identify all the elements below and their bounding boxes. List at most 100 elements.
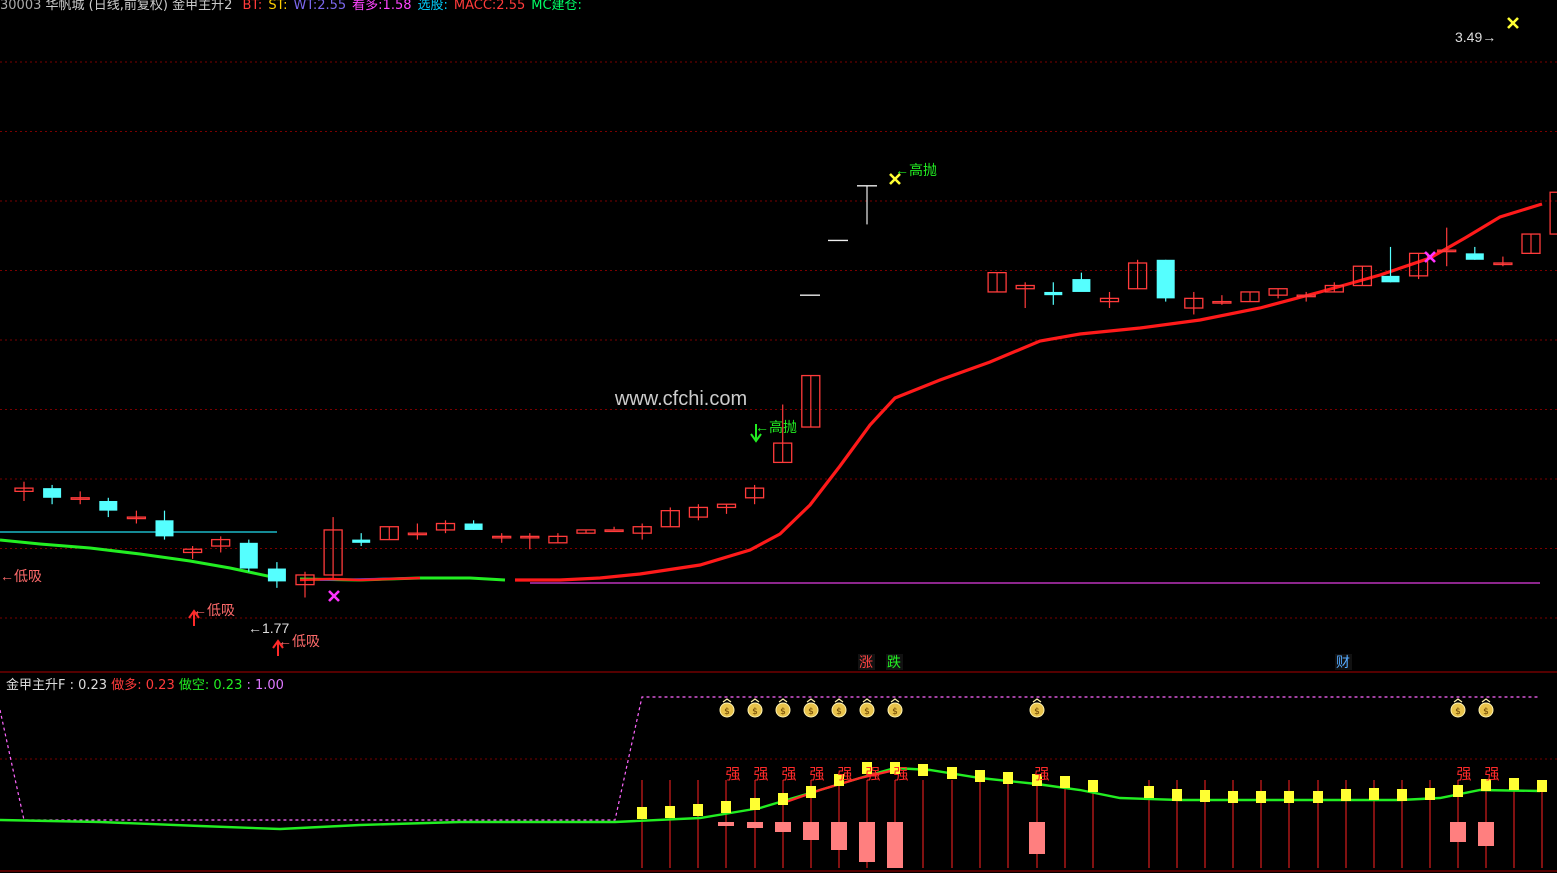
yellow-bar bbox=[806, 786, 816, 798]
candle-body-down bbox=[239, 542, 258, 569]
money-bag-glyph: $ bbox=[752, 707, 758, 717]
candle-body-up bbox=[660, 509, 680, 528]
long-value: 0.23 bbox=[145, 678, 175, 693]
pink-bar bbox=[887, 822, 903, 868]
yellow-bar bbox=[665, 806, 675, 818]
yellow-bar bbox=[862, 762, 872, 774]
yellow-bar bbox=[1144, 786, 1154, 798]
candle-body-up bbox=[492, 535, 512, 539]
money-bag-icon-tie bbox=[1481, 698, 1491, 703]
candle-body-up bbox=[211, 538, 231, 547]
strong-label: 强 bbox=[753, 765, 768, 783]
money-bag-icon-tie bbox=[862, 698, 872, 703]
yellow-bar bbox=[1537, 780, 1547, 792]
yellow-bar bbox=[1172, 789, 1182, 801]
top-header: 30003 华帆城 (日线,前复权) 金甲主升2 BT: ST: WT:2.55 看多… bbox=[0, 0, 582, 13]
red-ma-line bbox=[515, 202, 1543, 582]
candle-body-up bbox=[1521, 233, 1541, 255]
yellow-bar bbox=[890, 762, 900, 774]
candle-body-up bbox=[1099, 297, 1120, 303]
money-bag-icon-tie bbox=[806, 698, 816, 703]
indicator-lines bbox=[0, 202, 1543, 584]
grid-lines bbox=[0, 61, 1557, 872]
candle-body-up bbox=[323, 529, 343, 576]
money-bag-icon bbox=[1029, 702, 1045, 718]
money-bag-glyph: $ bbox=[724, 707, 730, 717]
sub-name[interactable]: 金甲主升F bbox=[6, 678, 66, 693]
strong-label: 强 bbox=[893, 765, 908, 783]
up-arrow-icon bbox=[188, 609, 200, 626]
money-bag-icon-tie bbox=[778, 698, 788, 703]
extra-value: : 1.00 bbox=[246, 678, 284, 693]
signal-markers: ←高抛←高抛←低吸←低吸←低吸←1.773.49→涨跌财 bbox=[0, 17, 1519, 670]
money-bag-icon bbox=[887, 702, 903, 718]
stock-name: 华帆城 bbox=[45, 0, 85, 13]
candlesticks bbox=[14, 185, 1557, 598]
money-bag-glyph: $ bbox=[864, 707, 870, 717]
yellow-bar bbox=[1228, 791, 1238, 803]
money-bag-icon bbox=[747, 702, 763, 718]
yellow-bar bbox=[1313, 791, 1323, 803]
pink-bar bbox=[1450, 822, 1466, 842]
short-label: 做空: bbox=[178, 678, 210, 693]
price-low-label: ←1.77 bbox=[248, 620, 289, 636]
money-bag-icon bbox=[719, 702, 735, 718]
strong-label: 强 bbox=[781, 765, 796, 783]
candle-body-down bbox=[43, 488, 62, 498]
candle-body-up bbox=[126, 516, 147, 520]
money-bag-glyph: $ bbox=[808, 707, 814, 717]
money-bag-icon-tie bbox=[1453, 698, 1463, 703]
money-bag-icon-tie bbox=[1032, 698, 1042, 703]
money-bag-icon-tie bbox=[890, 698, 900, 703]
candle-body-up bbox=[1493, 262, 1513, 266]
candle-body-up bbox=[1127, 262, 1148, 290]
pink-bar bbox=[859, 822, 875, 862]
money-bag-glyph: $ bbox=[836, 707, 842, 717]
yellow-bar bbox=[1032, 774, 1042, 786]
header-item: 选股: bbox=[417, 0, 448, 13]
strong-label: 强 bbox=[837, 765, 852, 783]
pink-bar bbox=[718, 822, 734, 826]
candle-body-up bbox=[773, 442, 793, 464]
candle-body-up bbox=[548, 535, 568, 544]
candle-body-up bbox=[744, 487, 765, 499]
candle-body-up bbox=[1015, 284, 1035, 290]
yellow-bar bbox=[1200, 790, 1210, 802]
low-buy-label: ←低吸 bbox=[0, 568, 42, 584]
cai-badge-bg bbox=[1335, 654, 1352, 670]
yellow-bar bbox=[1397, 789, 1407, 801]
candle-body-up bbox=[182, 548, 203, 554]
candle-body-up bbox=[1184, 297, 1204, 309]
candle-body-down bbox=[464, 523, 483, 530]
yellow-bar bbox=[721, 801, 731, 813]
header-item: 看多:1.58 bbox=[352, 0, 412, 13]
yellow-bar bbox=[1509, 778, 1519, 790]
yellow-bar bbox=[1088, 780, 1098, 792]
candle-body-up bbox=[14, 487, 34, 493]
strong-label: 强 bbox=[809, 765, 824, 783]
strong-label: 强 bbox=[1456, 765, 1471, 783]
pink-bar bbox=[775, 822, 791, 832]
pink-dotted-line bbox=[0, 696, 1540, 821]
indicator-name[interactable]: 金甲主升2 bbox=[172, 0, 233, 13]
down-arrow-icon bbox=[750, 424, 762, 443]
high-sell-label: ←高抛 bbox=[755, 419, 797, 435]
watermark: www.cfchi.com bbox=[614, 388, 747, 410]
yellow-bar bbox=[693, 804, 703, 816]
pink-bar bbox=[803, 822, 819, 840]
high-sell-label: ←高抛 bbox=[895, 162, 937, 178]
candle-body-up bbox=[987, 271, 1007, 293]
money-bag-icon-tie bbox=[834, 698, 844, 703]
candle-body-up bbox=[1352, 265, 1373, 287]
candle-body-up bbox=[520, 535, 540, 539]
candle-body-up bbox=[70, 497, 90, 500]
pink-bar bbox=[831, 822, 847, 850]
yellow-bar bbox=[778, 793, 788, 805]
yellow-bar bbox=[947, 767, 957, 779]
yellow-x-marker bbox=[889, 173, 901, 185]
yellow-x-marker bbox=[1507, 17, 1519, 29]
green-ma-line bbox=[0, 538, 278, 580]
candle-body-up bbox=[1268, 288, 1288, 296]
stock-code: 30003 bbox=[0, 0, 42, 13]
